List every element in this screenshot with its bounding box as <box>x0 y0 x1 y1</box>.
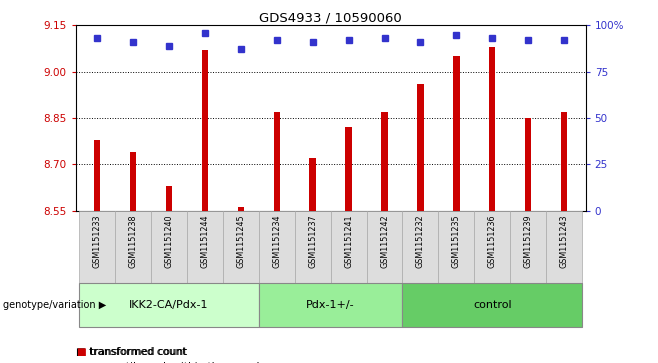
Text: IKK2-CA/Pdx-1: IKK2-CA/Pdx-1 <box>129 300 209 310</box>
Text: GSM1151236: GSM1151236 <box>488 214 497 268</box>
Text: ■: ■ <box>76 362 86 363</box>
Text: GSM1151243: GSM1151243 <box>559 214 569 268</box>
Text: GSM1151244: GSM1151244 <box>201 214 209 268</box>
Text: ■: ■ <box>76 347 86 357</box>
Text: GSM1151233: GSM1151233 <box>93 214 102 268</box>
Bar <box>438 211 474 283</box>
Bar <box>331 211 367 283</box>
Text: genotype/variation ▶: genotype/variation ▶ <box>3 300 107 310</box>
Bar <box>187 211 223 283</box>
Text: GSM1151235: GSM1151235 <box>452 214 461 268</box>
Text: Pdx-1+/-: Pdx-1+/- <box>307 300 355 310</box>
Bar <box>403 283 582 327</box>
Text: percentile rank within the sample: percentile rank within the sample <box>90 362 266 363</box>
Bar <box>238 208 244 211</box>
Bar <box>309 158 316 211</box>
Bar <box>79 211 115 283</box>
Text: GSM1151240: GSM1151240 <box>164 214 174 268</box>
Text: transformed count: transformed count <box>90 347 188 357</box>
Text: GSM1151232: GSM1151232 <box>416 214 425 268</box>
Bar <box>166 186 172 211</box>
Bar <box>130 152 136 211</box>
Bar <box>510 211 546 283</box>
Bar <box>115 211 151 283</box>
Bar <box>274 112 280 211</box>
Bar <box>453 56 459 211</box>
Bar <box>295 211 331 283</box>
Bar <box>474 211 510 283</box>
Text: GSM1151242: GSM1151242 <box>380 214 389 268</box>
Text: GSM1151234: GSM1151234 <box>272 214 281 268</box>
Bar <box>345 127 352 211</box>
Text: GSM1151238: GSM1151238 <box>128 214 138 268</box>
Bar <box>259 283 403 327</box>
Text: GSM1151239: GSM1151239 <box>524 214 533 268</box>
Bar <box>151 211 187 283</box>
Bar <box>546 211 582 283</box>
Bar <box>417 84 424 211</box>
Bar <box>79 283 259 327</box>
Bar <box>94 140 101 211</box>
Title: GDS4933 / 10590060: GDS4933 / 10590060 <box>259 11 402 24</box>
Bar <box>259 211 295 283</box>
Bar <box>223 211 259 283</box>
Bar <box>202 50 208 211</box>
Bar <box>381 112 388 211</box>
Text: ■ transformed count: ■ transformed count <box>76 347 186 357</box>
Bar <box>525 118 532 211</box>
Text: control: control <box>473 300 511 310</box>
Text: GSM1151241: GSM1151241 <box>344 214 353 268</box>
Bar <box>403 211 438 283</box>
Bar <box>367 211 403 283</box>
Text: GSM1151245: GSM1151245 <box>236 214 245 268</box>
Text: GSM1151237: GSM1151237 <box>308 214 317 268</box>
Bar <box>489 47 495 211</box>
Bar <box>561 112 567 211</box>
